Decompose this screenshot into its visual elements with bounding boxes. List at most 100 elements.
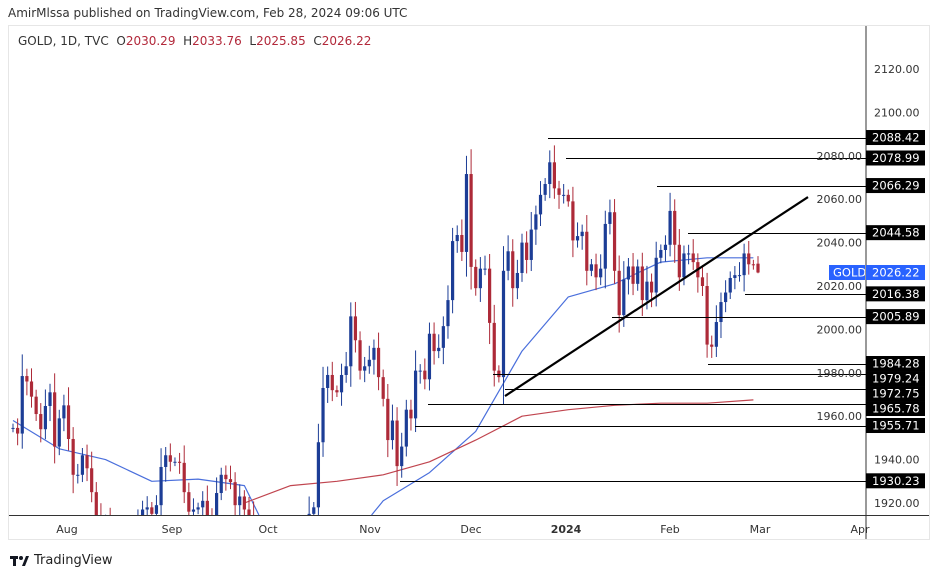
candle-body (566, 194, 570, 202)
candle (529, 212, 533, 272)
candle-body (636, 266, 640, 284)
publish-header: AmirMlssa published on TradingView.com, … (8, 6, 408, 20)
candle-body (344, 366, 348, 375)
candle-body (710, 344, 714, 347)
candle (201, 491, 205, 515)
candle (349, 302, 353, 387)
candle-body (173, 461, 177, 463)
candle-body (76, 474, 80, 476)
candle-body (455, 235, 459, 242)
candle (353, 301, 358, 353)
price-tick-label: 2120.00 (874, 63, 920, 76)
candle-body (326, 374, 330, 388)
candle (733, 266, 737, 290)
candle-body (34, 396, 38, 415)
candle-body (612, 212, 617, 271)
candle (622, 261, 626, 327)
candle (515, 259, 519, 300)
level-label-box (866, 401, 925, 417)
time-tick-label: 2024 (551, 523, 582, 536)
candle-body (645, 281, 649, 301)
candle-body (94, 492, 98, 515)
candle (705, 272, 709, 358)
candle-body (737, 275, 742, 277)
candle-body (525, 242, 529, 260)
candle-body (145, 507, 149, 510)
candle-body (242, 496, 246, 510)
price-axis[interactable]: 2120.00 2100.00 2080.00 2060.00 2040.00 2020.… (817, 63, 920, 510)
candle-body (700, 277, 705, 286)
candle-body (552, 162, 556, 189)
chart-frame (8, 25, 930, 540)
candle (154, 495, 159, 515)
candle-body (483, 268, 487, 270)
candle-body (626, 266, 631, 280)
level-label-box (866, 286, 925, 302)
candle-body (57, 418, 61, 447)
candle-body (187, 492, 191, 512)
level-label-box (866, 225, 925, 241)
symbol-label: GOLD (833, 266, 866, 280)
candle-body (85, 455, 89, 469)
candle-body (603, 223, 607, 269)
time-axis[interactable]: Aug Sep Oct Nov Dec 2024 Feb Mar Apr (56, 523, 870, 536)
candle-body (691, 253, 695, 263)
candle (395, 407, 399, 486)
candle (48, 383, 52, 422)
candle (400, 432, 404, 478)
candle (742, 243, 746, 292)
candle (501, 246, 506, 404)
candle (168, 443, 172, 472)
candle-body (66, 405, 71, 439)
level-label: 1955.71 (872, 419, 920, 433)
candle-body (622, 279, 626, 316)
level-label: 1972.75 (872, 387, 920, 401)
candle (29, 368, 34, 408)
candle (173, 457, 177, 467)
trendline[interactable] (504, 196, 809, 397)
candle (437, 334, 441, 359)
candle (358, 331, 362, 380)
open-label: O (116, 34, 126, 48)
candle-body (441, 326, 445, 348)
candle (66, 387, 71, 451)
level-label: 1979.24 (872, 372, 920, 386)
moving-average-fast-line (12, 419, 260, 516)
candle (344, 351, 348, 383)
candle-body (488, 268, 492, 323)
candle-body (506, 251, 510, 271)
candle (177, 452, 182, 474)
candle (474, 259, 478, 296)
candle-body (228, 479, 233, 483)
candle-body (159, 466, 163, 506)
candle (446, 285, 450, 339)
candle-body (663, 244, 668, 250)
candle-body (29, 381, 34, 397)
candle (307, 496, 311, 515)
candle-body (589, 264, 594, 271)
candle-body (321, 387, 325, 443)
candle (159, 448, 163, 515)
candle-body (580, 231, 584, 237)
candle-body (196, 507, 200, 510)
candle (182, 445, 186, 504)
candle-body (437, 347, 441, 352)
candle (367, 345, 371, 374)
candle-body (80, 455, 85, 475)
level-label-box (866, 178, 925, 194)
candle-body (247, 509, 251, 515)
candle-body (585, 231, 589, 271)
candle-body (640, 266, 644, 301)
candle (187, 482, 191, 515)
price-tick-label: 2040.00 (817, 237, 863, 250)
candle (363, 356, 367, 383)
candle (663, 235, 668, 262)
candle (376, 332, 381, 391)
candle (215, 477, 219, 515)
candle (326, 366, 330, 403)
candle-body (515, 272, 519, 289)
candle (612, 199, 617, 284)
candle-body (682, 253, 686, 278)
candle (497, 365, 501, 383)
